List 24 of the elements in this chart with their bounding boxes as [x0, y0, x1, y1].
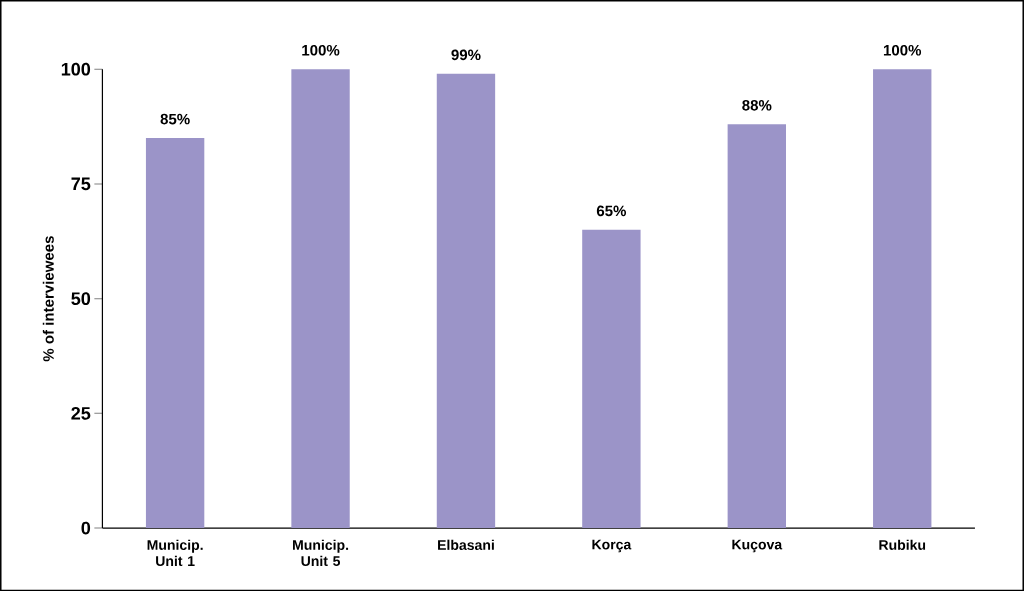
- y-tick-label: 25: [71, 406, 91, 420]
- bar: [145, 137, 205, 528]
- bar: [582, 229, 641, 528]
- x-tick-label: Elbasani: [438, 539, 494, 550]
- data-label: 99%: [451, 49, 481, 61]
- data-label: 100%: [883, 44, 922, 56]
- x-tick-label: Korça: [592, 539, 632, 553]
- y-tick-label: 75: [71, 177, 91, 191]
- y-tick-label: 0: [81, 521, 91, 535]
- data-label: 88%: [742, 99, 772, 111]
- bar: [291, 69, 350, 528]
- y-axis-title: % of interviewees: [42, 236, 54, 362]
- y-tick-label: 100: [61, 62, 91, 76]
- data-label: 100%: [302, 44, 340, 56]
- x-tick-label: Kuçova: [732, 539, 783, 553]
- data-label: 65%: [596, 205, 627, 217]
- x-tick-label: Rubiku: [879, 539, 926, 550]
- x-tick-label: Municip. Unit 5: [293, 539, 349, 566]
- x-tick-label: Municip. Unit 1: [147, 539, 203, 566]
- y-tick-label: 50: [71, 292, 91, 305]
- data-label: 85%: [160, 113, 190, 125]
- bar: [727, 124, 786, 528]
- bar: [873, 69, 932, 528]
- bar: [436, 73, 496, 528]
